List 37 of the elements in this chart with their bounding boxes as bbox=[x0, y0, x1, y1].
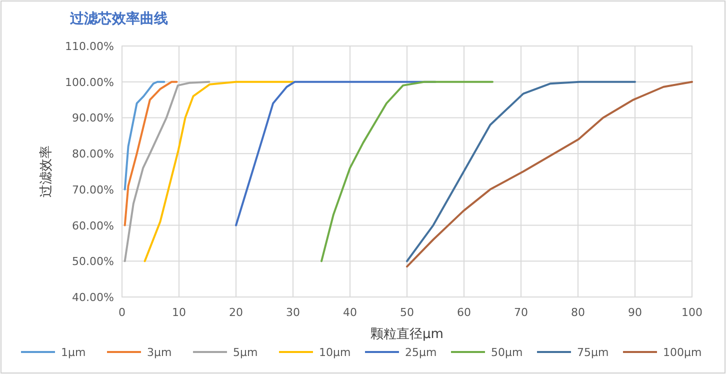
legend-label: 75μm bbox=[577, 346, 609, 359]
x-tick-label: 10 bbox=[172, 306, 186, 319]
x-tick-label: 50 bbox=[400, 306, 414, 319]
legend-label: 1μm bbox=[61, 346, 86, 359]
x-tick-label: 20 bbox=[229, 306, 243, 319]
line-series bbox=[406, 80, 636, 262]
y-tick-label: 50.00% bbox=[72, 255, 114, 268]
y-tick-label: 110.00% bbox=[65, 40, 114, 53]
y-tick-label: 90.00% bbox=[72, 112, 114, 125]
x-tick-label: 30 bbox=[286, 306, 300, 319]
y-tick-label: 80.00% bbox=[72, 148, 114, 161]
x-tick-label: 40 bbox=[343, 306, 357, 319]
x-tick-label: 80 bbox=[571, 306, 585, 319]
legend-label: 50μm bbox=[491, 346, 523, 359]
x-axis-title: 颗粒直径μm bbox=[370, 327, 444, 342]
legend-label: 25μm bbox=[405, 346, 437, 359]
line-series bbox=[124, 80, 178, 226]
legend-label: 10μm bbox=[319, 346, 351, 359]
y-tick-label: 100.00% bbox=[65, 76, 114, 89]
line-series bbox=[144, 80, 294, 262]
legend-label: 3μm bbox=[147, 346, 172, 359]
chart-title: 过滤芯效率曲线 bbox=[69, 10, 168, 27]
legend-label: 5μm bbox=[233, 346, 258, 359]
x-tick-label: 0 bbox=[118, 306, 126, 319]
y-tick-label: 70.00% bbox=[72, 183, 114, 196]
y-axis-title: 过滤效率 bbox=[38, 146, 54, 198]
x-tick-label: 100 bbox=[682, 306, 702, 319]
x-tick-label: 70 bbox=[514, 306, 528, 319]
line-series bbox=[406, 80, 693, 268]
line-series bbox=[124, 80, 210, 262]
y-tick-label: 40.00% bbox=[72, 291, 114, 304]
legend-label: 100μm bbox=[663, 346, 702, 359]
x-tick-label: 90 bbox=[628, 306, 642, 319]
line-series bbox=[124, 80, 166, 190]
line-series bbox=[320, 80, 494, 262]
y-tick-label: 60.00% bbox=[72, 219, 114, 232]
x-tick-label: 60 bbox=[457, 306, 471, 319]
